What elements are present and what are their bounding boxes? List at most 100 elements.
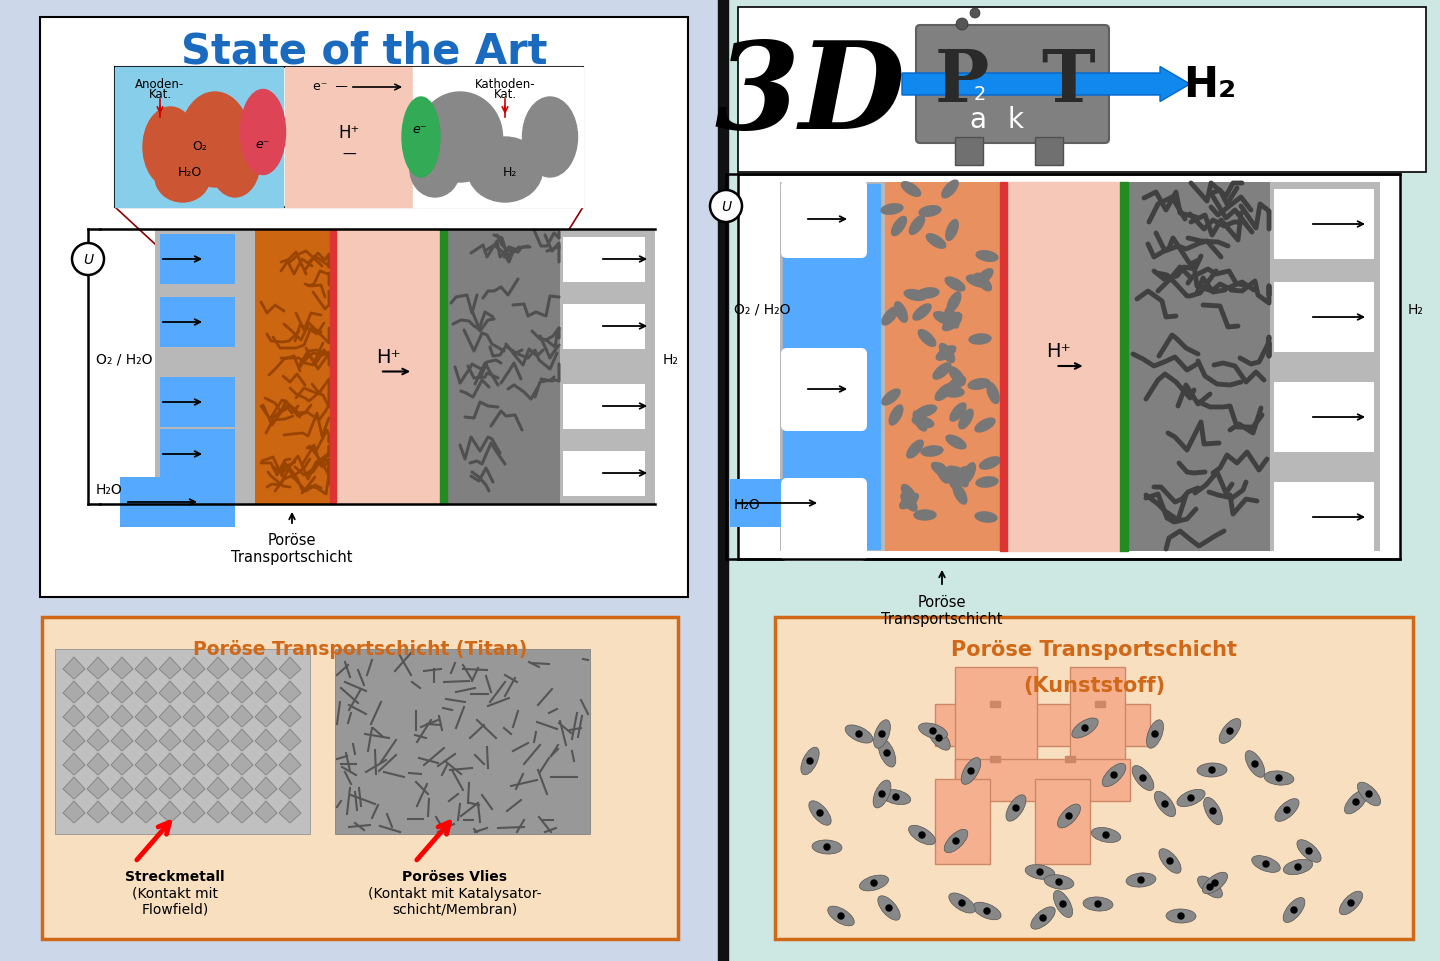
Polygon shape xyxy=(183,657,204,679)
Ellipse shape xyxy=(1176,790,1205,807)
Polygon shape xyxy=(255,681,276,703)
Ellipse shape xyxy=(873,780,891,808)
Polygon shape xyxy=(86,801,109,824)
Polygon shape xyxy=(183,753,204,776)
Ellipse shape xyxy=(812,840,842,854)
Text: (Kontakt mit: (Kontakt mit xyxy=(132,886,217,900)
Circle shape xyxy=(1188,795,1194,801)
Ellipse shape xyxy=(953,484,966,505)
Ellipse shape xyxy=(942,387,963,398)
Ellipse shape xyxy=(156,153,210,203)
Ellipse shape xyxy=(874,720,890,749)
Polygon shape xyxy=(207,753,229,776)
Bar xyxy=(441,230,446,505)
Text: Poröse
Transportschicht: Poröse Transportschicht xyxy=(232,532,353,565)
Bar xyxy=(886,183,999,552)
Text: H₂: H₂ xyxy=(662,353,678,366)
Ellipse shape xyxy=(1198,876,1223,898)
Circle shape xyxy=(1210,808,1215,814)
Circle shape xyxy=(1354,800,1359,805)
Polygon shape xyxy=(207,801,229,824)
Ellipse shape xyxy=(418,93,503,183)
Bar xyxy=(120,478,235,528)
Bar xyxy=(563,452,645,497)
Bar xyxy=(729,0,1440,961)
Ellipse shape xyxy=(946,220,958,241)
Ellipse shape xyxy=(1159,849,1181,874)
Bar xyxy=(160,298,235,348)
Bar xyxy=(156,230,564,505)
Text: Anoden-: Anoden- xyxy=(135,78,184,91)
Circle shape xyxy=(930,728,936,734)
Ellipse shape xyxy=(1007,795,1027,822)
Text: e⁻  —: e⁻ — xyxy=(312,80,347,93)
Polygon shape xyxy=(279,777,301,800)
Circle shape xyxy=(878,791,886,798)
Bar xyxy=(0,0,719,961)
Circle shape xyxy=(1227,728,1233,734)
Ellipse shape xyxy=(948,471,960,492)
Bar xyxy=(775,617,1413,939)
Ellipse shape xyxy=(1071,718,1099,738)
Polygon shape xyxy=(183,801,204,824)
Bar xyxy=(1007,183,1120,552)
Circle shape xyxy=(968,768,973,775)
Ellipse shape xyxy=(945,278,965,291)
Ellipse shape xyxy=(953,468,968,487)
Circle shape xyxy=(886,905,891,911)
Ellipse shape xyxy=(969,334,991,345)
Polygon shape xyxy=(111,729,132,752)
Ellipse shape xyxy=(1102,764,1126,787)
Polygon shape xyxy=(279,801,301,824)
Bar xyxy=(563,384,645,430)
Ellipse shape xyxy=(907,441,923,458)
Bar xyxy=(783,185,880,550)
Ellipse shape xyxy=(1204,798,1223,825)
Text: Kat.: Kat. xyxy=(148,87,171,101)
Ellipse shape xyxy=(948,293,960,312)
Bar xyxy=(160,378,235,428)
Bar xyxy=(1066,756,1076,762)
Polygon shape xyxy=(230,681,253,703)
Ellipse shape xyxy=(901,485,916,504)
Polygon shape xyxy=(207,729,229,752)
Polygon shape xyxy=(183,705,204,727)
Text: e⁻: e⁻ xyxy=(413,123,428,136)
Text: H₂O: H₂O xyxy=(179,166,202,179)
Polygon shape xyxy=(111,801,132,824)
Bar xyxy=(336,650,590,834)
Ellipse shape xyxy=(1339,891,1362,915)
Ellipse shape xyxy=(894,303,907,323)
Bar xyxy=(40,18,688,598)
Polygon shape xyxy=(230,729,253,752)
Bar xyxy=(560,230,655,505)
Circle shape xyxy=(971,9,981,19)
Polygon shape xyxy=(255,729,276,752)
Ellipse shape xyxy=(952,467,968,485)
Bar xyxy=(780,183,1380,552)
Bar xyxy=(935,779,991,864)
Polygon shape xyxy=(135,753,157,776)
Bar xyxy=(935,704,1151,747)
Polygon shape xyxy=(230,657,253,679)
Polygon shape xyxy=(111,753,132,776)
Ellipse shape xyxy=(986,383,999,404)
Polygon shape xyxy=(255,753,276,776)
Text: (Kunststoff): (Kunststoff) xyxy=(1022,676,1165,695)
Polygon shape xyxy=(135,681,157,703)
Polygon shape xyxy=(63,729,85,752)
Bar xyxy=(1035,137,1063,166)
Text: H₂: H₂ xyxy=(503,166,517,179)
Text: a: a xyxy=(969,106,986,134)
Text: Poröse Transportschicht (Titan): Poröse Transportschicht (Titan) xyxy=(193,639,527,658)
Text: H₂: H₂ xyxy=(1408,303,1424,317)
Ellipse shape xyxy=(962,463,975,483)
Text: Streckmetall: Streckmetall xyxy=(125,869,225,883)
Ellipse shape xyxy=(919,207,940,217)
Polygon shape xyxy=(279,681,301,703)
Ellipse shape xyxy=(949,367,965,385)
Bar xyxy=(719,0,729,961)
Ellipse shape xyxy=(1083,897,1113,911)
Circle shape xyxy=(1207,884,1212,890)
Bar xyxy=(160,234,235,284)
